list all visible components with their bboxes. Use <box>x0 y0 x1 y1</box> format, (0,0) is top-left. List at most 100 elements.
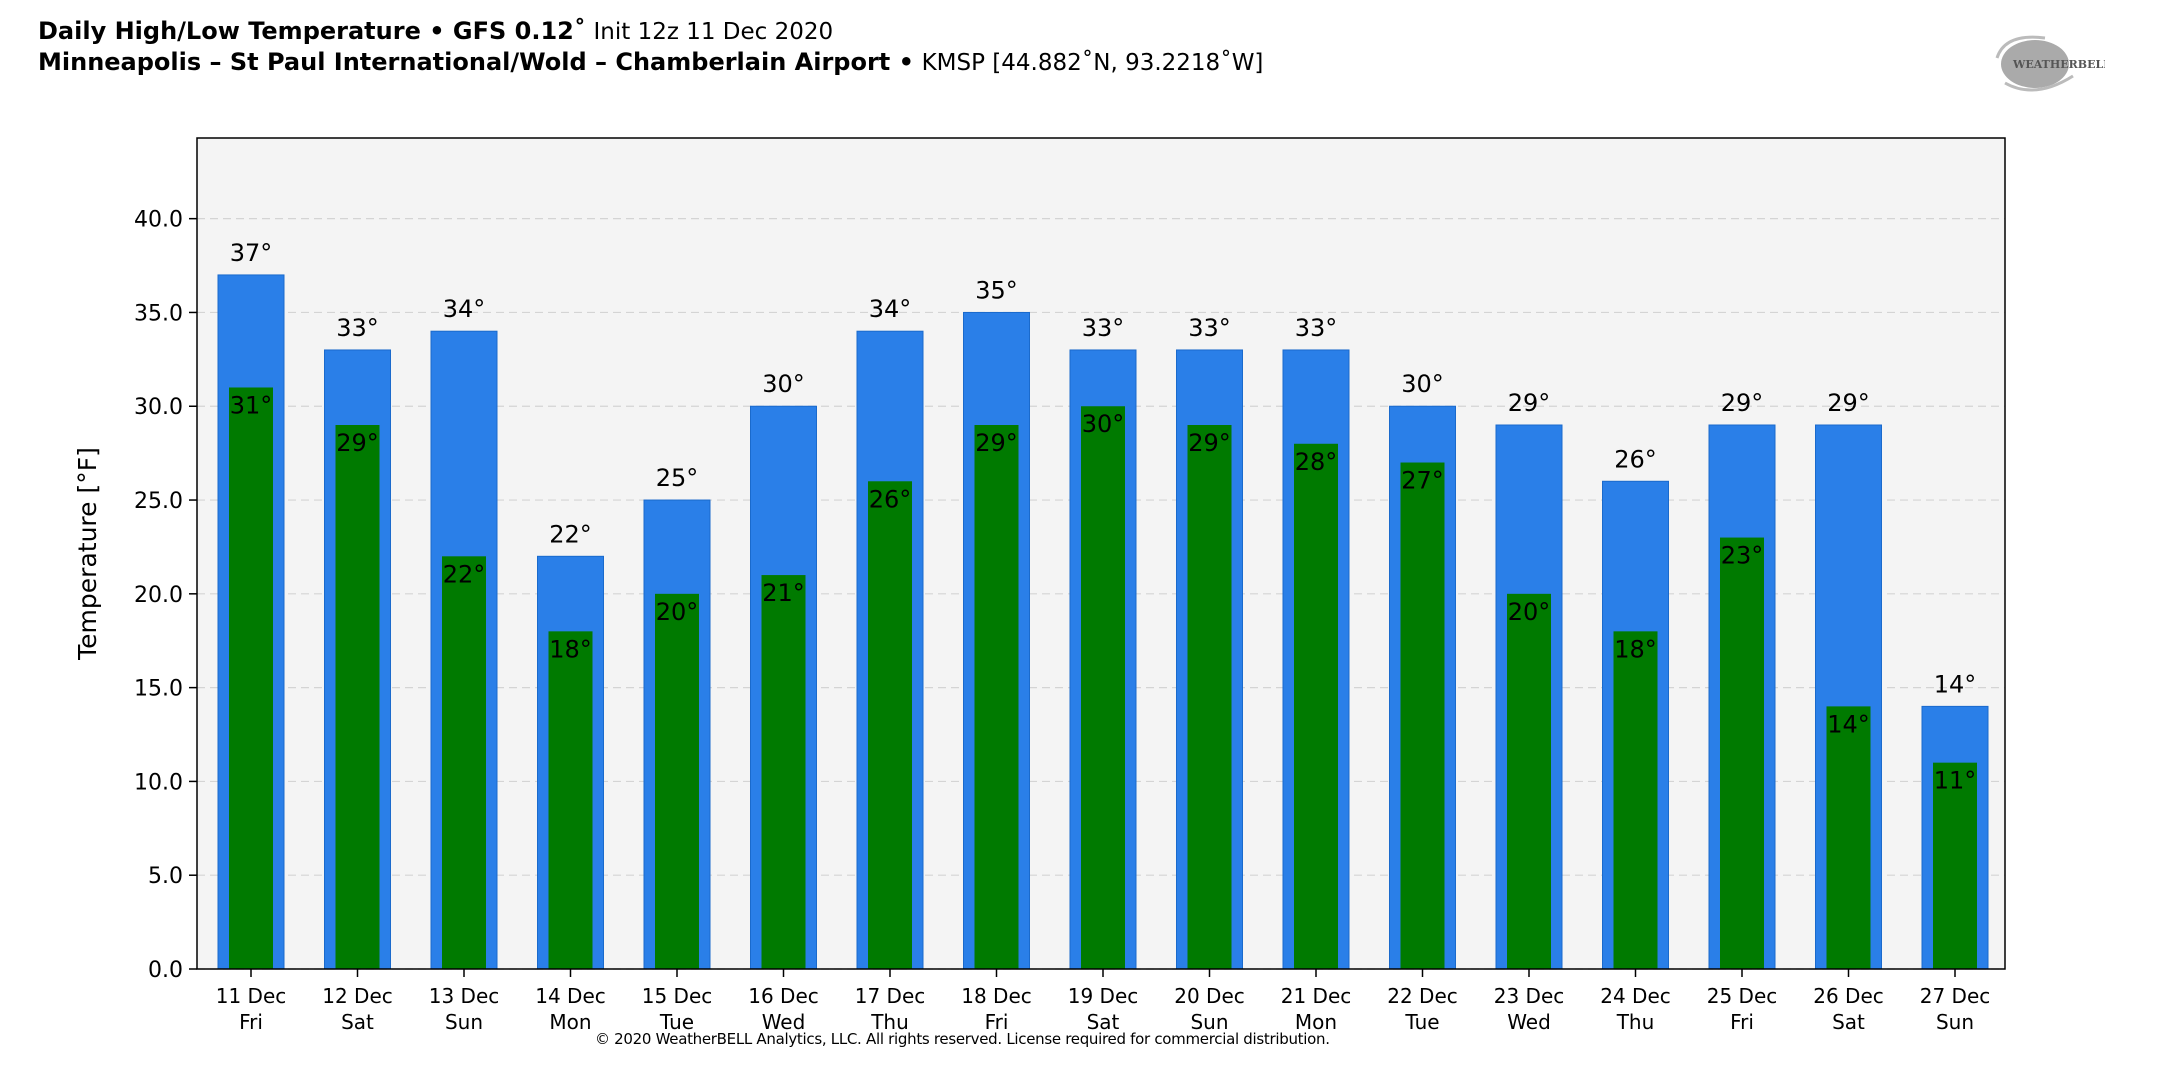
x-tick-date: 11 Dec <box>216 984 287 1008</box>
x-tick-date: 20 Dec <box>1174 984 1245 1008</box>
x-tick-date: 26 Dec <box>1813 984 1884 1008</box>
high-label: 26° <box>1614 445 1657 473</box>
x-tick-day: Fri <box>985 1010 1009 1034</box>
low-label: 18° <box>549 635 592 663</box>
low-bar <box>229 387 273 970</box>
weatherbell-logo: WEATHERBELL <box>1995 35 2105 92</box>
x-tick-day: Wed <box>1507 1010 1551 1034</box>
x-tick-day: Fri <box>239 1010 263 1034</box>
y-tick-label: 20.0 <box>134 583 183 608</box>
y-tick-label: 35.0 <box>134 301 183 326</box>
x-tick-day: Thu <box>870 1010 909 1034</box>
low-bar <box>1187 425 1232 969</box>
y-tick-label: 5.0 <box>148 864 183 889</box>
low-bar <box>655 593 699 969</box>
x-tick-date: 17 Dec <box>855 984 926 1008</box>
high-label: 29° <box>1721 389 1764 417</box>
y-tick-label: 25.0 <box>134 489 183 514</box>
x-tick-date: 24 Dec <box>1600 984 1671 1008</box>
x-tick-date: 13 Dec <box>429 984 500 1008</box>
low-label: 31° <box>230 391 273 419</box>
high-label: 22° <box>549 520 592 548</box>
y-tick-label: 40.0 <box>134 208 183 233</box>
high-label: 34° <box>443 295 486 323</box>
low-bar <box>1507 593 1551 969</box>
title-init: Init 12z 11 Dec 2020 <box>593 19 834 45</box>
high-label: 33° <box>1295 314 1338 342</box>
x-tick-date: 21 Dec <box>1281 984 1352 1008</box>
x-tick-date: 15 Dec <box>642 984 713 1008</box>
location-bold: Minneapolis – St Paul International/Wold… <box>38 48 914 76</box>
y-tick-label: 30.0 <box>134 395 183 420</box>
low-bar <box>1826 706 1871 969</box>
high-label: 33° <box>336 314 379 342</box>
low-label: 20° <box>1508 598 1551 626</box>
low-bar <box>1294 443 1338 970</box>
copyright-notice: © 2020 WeatherBELL Analytics, LLC. All r… <box>595 1030 1330 1048</box>
low-label: 22° <box>443 560 486 588</box>
y-tick-label: 10.0 <box>134 770 183 795</box>
y-tick-label: 0.0 <box>148 958 183 983</box>
high-label: 29° <box>1508 389 1551 417</box>
x-tick-date: 19 Dec <box>1068 984 1139 1008</box>
low-label: 29° <box>1188 429 1231 457</box>
low-label: 14° <box>1827 710 1870 738</box>
high-label: 30° <box>762 370 805 398</box>
high-label: 14° <box>1934 670 1977 698</box>
svg-text:WEATHERBELL: WEATHERBELL <box>2012 58 2105 71</box>
plot-frame <box>196 137 2006 970</box>
x-tick-day: Fri <box>1730 1010 1754 1034</box>
low-bar <box>761 575 806 969</box>
high-label: 34° <box>869 295 912 323</box>
high-label: 33° <box>1188 314 1231 342</box>
x-tick-day: Tue <box>659 1010 694 1034</box>
x-tick-day: Tue <box>1404 1010 1439 1034</box>
x-tick-day: Sun <box>1936 1010 1974 1034</box>
high-label: 35° <box>975 276 1018 304</box>
x-tick-date: 25 Dec <box>1707 984 1778 1008</box>
low-bar <box>548 631 593 969</box>
low-label: 30° <box>1082 410 1125 438</box>
x-tick-day: Sat <box>1087 1010 1120 1034</box>
low-label: 27° <box>1401 467 1444 495</box>
x-tick-date: 18 Dec <box>961 984 1032 1008</box>
low-label: 29° <box>975 429 1018 457</box>
y-axis-label: Temperature [°F] <box>73 447 102 661</box>
low-label: 20° <box>656 598 699 626</box>
low-label: 26° <box>869 485 912 513</box>
x-tick-date: 14 Dec <box>535 984 606 1008</box>
x-tick-day: Wed <box>762 1010 806 1034</box>
high-label: 25° <box>656 464 699 492</box>
x-tick-day: Sun <box>445 1010 483 1034</box>
x-tick-date: 16 Dec <box>748 984 819 1008</box>
x-tick-day: Thu <box>1616 1010 1655 1034</box>
low-label: 18° <box>1614 635 1657 663</box>
location-coords: KMSP [44.882˚N, 93.2218˚W] <box>921 50 1264 76</box>
low-bar <box>1613 631 1658 969</box>
high-label: 29° <box>1827 389 1870 417</box>
low-bar <box>1933 762 1977 969</box>
high-label: 30° <box>1401 370 1444 398</box>
low-label: 29° <box>336 429 379 457</box>
x-tick-day: Mon <box>1295 1010 1337 1034</box>
low-label: 28° <box>1295 448 1338 476</box>
low-bar <box>442 556 486 969</box>
x-tick-date: 27 Dec <box>1920 984 1991 1008</box>
x-tick-day: Sat <box>341 1010 374 1034</box>
high-label: 33° <box>1082 314 1125 342</box>
low-label: 21° <box>762 579 805 607</box>
x-tick-date: 12 Dec <box>322 984 393 1008</box>
low-label: 23° <box>1721 542 1764 570</box>
low-bar <box>1400 462 1445 969</box>
low-bar <box>335 425 380 969</box>
high-label: 37° <box>230 239 273 267</box>
low-bar <box>1081 406 1125 969</box>
low-bar <box>1720 537 1764 969</box>
low-bar <box>974 425 1019 969</box>
y-tick-label: 15.0 <box>134 677 183 702</box>
x-tick-day: Sun <box>1190 1010 1228 1034</box>
x-tick-day: Mon <box>549 1010 591 1034</box>
x-tick-date: 22 Dec <box>1387 984 1458 1008</box>
low-bar <box>868 481 912 969</box>
